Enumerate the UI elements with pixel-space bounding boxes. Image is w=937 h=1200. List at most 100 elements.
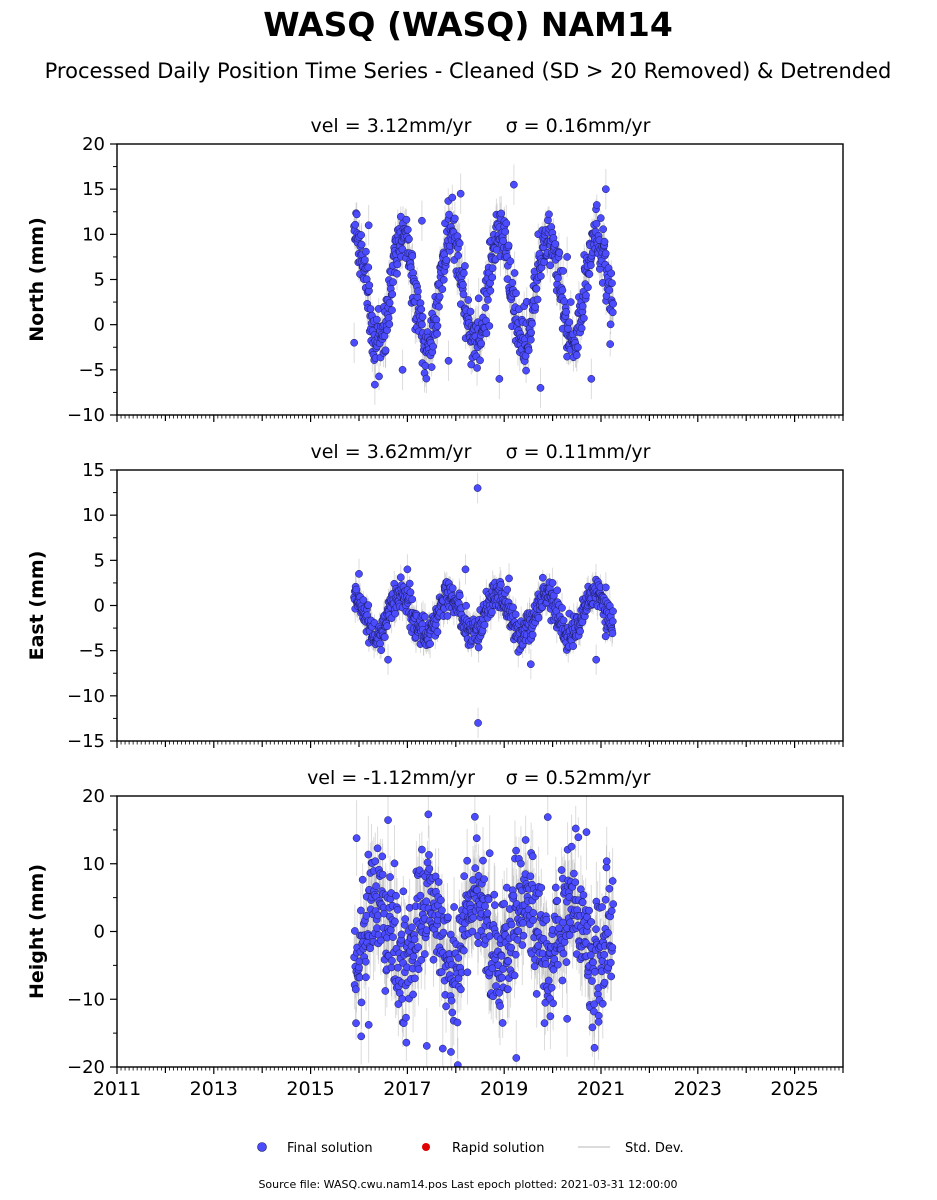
data-point bbox=[402, 1013, 410, 1022]
y-tick-label: 20 bbox=[82, 786, 105, 807]
data-point bbox=[405, 579, 414, 588]
data-point bbox=[454, 251, 463, 260]
data-point bbox=[551, 240, 560, 248]
data-point bbox=[587, 261, 595, 270]
data-point bbox=[362, 247, 370, 256]
data-point bbox=[388, 306, 396, 314]
data-point bbox=[572, 351, 581, 360]
data-point bbox=[397, 930, 406, 939]
data-point bbox=[474, 719, 482, 727]
data-point bbox=[553, 586, 562, 595]
data-point bbox=[463, 968, 472, 977]
data-point bbox=[549, 965, 558, 974]
data-point bbox=[373, 924, 381, 932]
data-point bbox=[352, 210, 361, 219]
data-point bbox=[483, 909, 492, 918]
data-point bbox=[557, 866, 566, 874]
data-point bbox=[582, 828, 591, 836]
data-point bbox=[481, 902, 489, 911]
data-point bbox=[480, 621, 489, 629]
data-point bbox=[521, 836, 530, 844]
data-point bbox=[391, 609, 400, 618]
data-point bbox=[411, 974, 419, 983]
data-point bbox=[437, 896, 445, 904]
data-point bbox=[448, 193, 457, 202]
data-point bbox=[438, 1044, 447, 1053]
data-point bbox=[600, 950, 609, 959]
data-point bbox=[587, 918, 596, 926]
data-point bbox=[592, 201, 601, 209]
data-point bbox=[393, 963, 402, 972]
data-point bbox=[545, 210, 553, 219]
data-point bbox=[607, 269, 616, 278]
data-point bbox=[580, 314, 588, 323]
data-point bbox=[509, 603, 517, 612]
data-point bbox=[526, 872, 535, 881]
data-point bbox=[421, 950, 429, 958]
data-point bbox=[408, 252, 417, 260]
data-point bbox=[585, 270, 594, 279]
data-point bbox=[604, 928, 612, 937]
data-point bbox=[425, 864, 434, 873]
data-point bbox=[609, 900, 618, 908]
data-point bbox=[608, 629, 617, 638]
data-point bbox=[512, 289, 520, 298]
data-point bbox=[584, 283, 592, 292]
data-point bbox=[506, 257, 515, 266]
data-point bbox=[474, 939, 483, 948]
data-point bbox=[461, 565, 470, 574]
data-point bbox=[409, 952, 418, 961]
data-point bbox=[473, 886, 481, 895]
data-point bbox=[455, 239, 464, 248]
data-point bbox=[351, 985, 360, 994]
data-point bbox=[510, 971, 519, 980]
data-point bbox=[565, 931, 574, 940]
x-tick-label: 2021 bbox=[577, 1078, 625, 1100]
data-point bbox=[439, 275, 448, 284]
legend-final-label: Final solution bbox=[287, 1141, 373, 1156]
data-point bbox=[559, 267, 568, 275]
data-point bbox=[548, 579, 557, 587]
data-point bbox=[459, 280, 467, 289]
data-point bbox=[566, 298, 575, 306]
data-point bbox=[491, 901, 499, 909]
data-point bbox=[479, 856, 487, 865]
data-point bbox=[546, 261, 555, 270]
data-point bbox=[398, 365, 407, 374]
data-point bbox=[594, 1017, 603, 1026]
data-point bbox=[565, 318, 574, 327]
data-point bbox=[435, 292, 444, 301]
data-point bbox=[511, 610, 520, 619]
data-point bbox=[477, 339, 485, 348]
x-tick-label: 2023 bbox=[674, 1078, 722, 1100]
data-point bbox=[531, 303, 540, 311]
data-point bbox=[418, 320, 426, 329]
data-point bbox=[588, 1023, 597, 1032]
data-point bbox=[433, 322, 442, 330]
data-point bbox=[416, 891, 425, 900]
data-point bbox=[609, 607, 617, 616]
y-tick-label: −5 bbox=[78, 641, 105, 662]
data-point bbox=[389, 278, 397, 286]
data-point bbox=[405, 235, 413, 243]
y-tick-label: 0 bbox=[94, 315, 105, 336]
data-point bbox=[496, 1002, 504, 1010]
data-point bbox=[410, 935, 419, 944]
data-point bbox=[456, 189, 465, 198]
data-point bbox=[398, 995, 407, 1003]
data-point bbox=[526, 660, 535, 669]
data-point bbox=[408, 923, 416, 932]
data-point bbox=[457, 985, 465, 994]
data-point bbox=[507, 920, 516, 929]
data-point bbox=[417, 305, 426, 314]
data-point bbox=[388, 956, 396, 965]
data-point bbox=[453, 1061, 462, 1067]
data-point bbox=[372, 882, 380, 890]
data-point bbox=[418, 216, 426, 225]
y-tick-label: −5 bbox=[78, 360, 105, 381]
data-point bbox=[560, 297, 569, 306]
data-point bbox=[542, 915, 551, 924]
data-point bbox=[532, 284, 541, 293]
data-point bbox=[570, 869, 578, 878]
data-point bbox=[362, 911, 371, 920]
